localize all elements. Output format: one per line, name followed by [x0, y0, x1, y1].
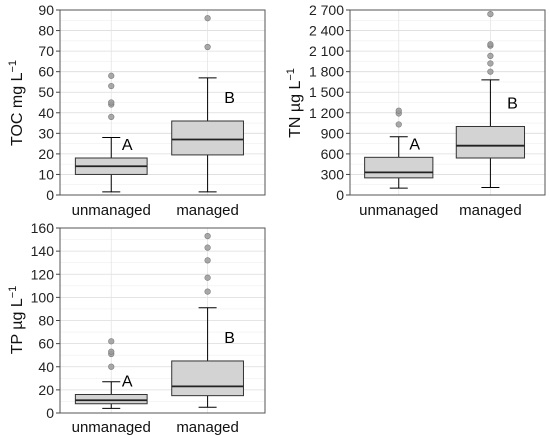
box-managed: B	[171, 232, 244, 408]
y-tick-label: 50	[38, 84, 54, 100]
y-tick-label: 80	[38, 23, 54, 39]
significance-letter: A	[409, 136, 420, 153]
y-tick-label: 1 200	[309, 105, 344, 121]
y-tick-label: 2 100	[309, 43, 344, 59]
outlier-point	[204, 288, 211, 295]
y-axis-label: TN µg L−1	[285, 68, 304, 138]
x-category-label: unmanaged	[72, 202, 151, 219]
box-managed: B	[171, 15, 244, 193]
outlier-point	[108, 363, 115, 370]
outlier-point	[395, 107, 402, 114]
outlier-point	[204, 15, 211, 22]
box-iqr	[364, 156, 434, 179]
y-tick-label: 900	[321, 125, 345, 141]
x-category-label: managed	[176, 419, 239, 435]
x-category-label: managed	[176, 202, 239, 219]
y-tick-label: 1 800	[309, 64, 344, 80]
y-tick-label: 0	[336, 187, 344, 203]
x-category-label: unmanaged	[72, 419, 151, 435]
outlier-point	[108, 72, 115, 79]
y-tick-label: 90	[38, 2, 54, 18]
y-tick-label: 40	[38, 359, 54, 375]
y-tick-label: 600	[321, 146, 345, 162]
y-axis-label: TP µg L−1	[7, 286, 26, 355]
y-tick-label: 2 700	[309, 2, 344, 18]
y-tick-label: 10	[38, 166, 54, 182]
y-axis-label: TOC mg L−1	[7, 60, 26, 146]
outlier-point	[487, 41, 494, 48]
y-tick-label: 160	[31, 220, 55, 236]
box-iqr	[455, 125, 526, 159]
outlier-point	[487, 68, 494, 75]
y-tick-label: 0	[46, 187, 54, 203]
significance-letter: B	[224, 90, 235, 107]
outlier-point	[487, 11, 494, 18]
x-category-label: unmanaged	[359, 202, 438, 219]
outlier-point	[487, 60, 494, 67]
significance-letter: A	[122, 137, 133, 154]
box-iqr	[74, 394, 148, 405]
box-managed: B	[455, 11, 526, 188]
x-category-label: managed	[459, 202, 522, 219]
significance-letter: A	[122, 374, 133, 391]
y-tick-label: 40	[38, 105, 54, 121]
outlier-point	[108, 338, 115, 345]
outlier-point	[487, 52, 494, 60]
box-iqr	[171, 120, 244, 156]
y-tick-label: 20	[38, 382, 54, 398]
box-unmanaged: A	[74, 338, 148, 409]
outlier-point	[108, 348, 115, 355]
outlier-point	[204, 257, 211, 264]
y-tick-label: 100	[31, 289, 55, 305]
y-tick-label: 300	[321, 166, 345, 182]
y-tick-label: 140	[31, 243, 55, 259]
outlier-point	[395, 121, 402, 128]
y-tick-label: 60	[38, 336, 54, 352]
y-tick-label: 30	[38, 125, 54, 141]
significance-letter: B	[224, 330, 235, 347]
significance-letter: B	[507, 95, 518, 112]
y-tick-label: 120	[31, 266, 55, 282]
outlier-point	[108, 99, 115, 106]
outlier-point	[108, 113, 115, 120]
outlier-point	[204, 274, 211, 281]
outlier-point	[204, 244, 211, 251]
y-tick-label: 20	[38, 146, 54, 162]
box-unmanaged: A	[364, 107, 434, 189]
outlier-point	[204, 232, 211, 240]
outlier-point	[204, 43, 211, 51]
plot-frame	[349, 9, 546, 196]
box-unmanaged: A	[74, 72, 148, 193]
plot-frame	[59, 9, 266, 196]
y-tick-label: 1 500	[309, 84, 344, 100]
y-tick-label: 2 400	[309, 23, 344, 39]
y-tick-label: 60	[38, 64, 54, 80]
panel-2: 0 300 600 900 1 200 1 500 1 800 2 100 2 400 2 700…	[285, 2, 546, 219]
y-tick-label: 70	[38, 43, 54, 59]
outlier-point	[108, 82, 115, 90]
box-iqr	[171, 360, 244, 397]
y-tick-label: 80	[38, 313, 54, 329]
y-tick-label: 0	[46, 405, 54, 421]
